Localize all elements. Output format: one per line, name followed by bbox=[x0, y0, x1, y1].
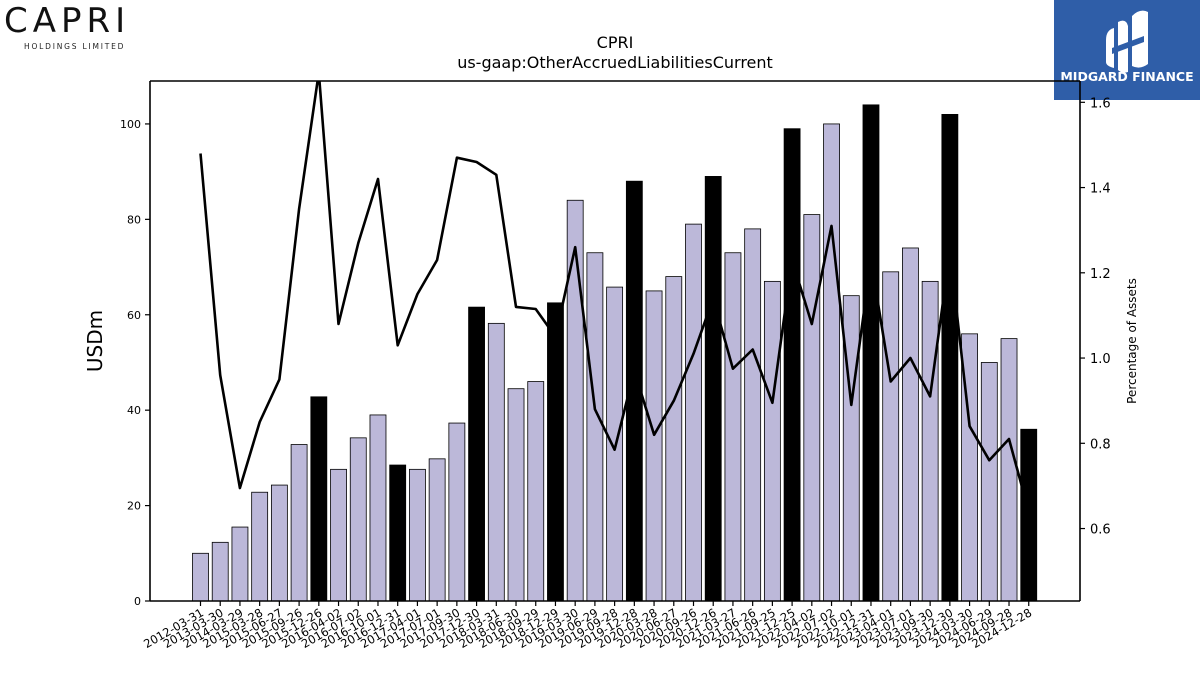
bar-2017-07-01 bbox=[428, 458, 446, 602]
bar-2019-03-30 bbox=[566, 199, 584, 602]
bar-2018-09-29 bbox=[527, 381, 545, 602]
bar-2021-09-25 bbox=[763, 280, 781, 602]
bar-2017-12-30 bbox=[468, 306, 485, 602]
bar-2022-10-01 bbox=[842, 295, 860, 602]
bar-2022-12-31 bbox=[862, 104, 880, 602]
y2-tick-label: 1.4 bbox=[1090, 182, 1111, 197]
bar-2021-06-26 bbox=[744, 228, 762, 602]
bar-2021-12-25 bbox=[783, 128, 801, 602]
bar-2016-10-01 bbox=[369, 414, 387, 602]
bar-2023-12-30 bbox=[941, 113, 959, 602]
bar-2015-03-28 bbox=[251, 491, 269, 602]
bar-2016-12-31 bbox=[389, 464, 407, 602]
bar-2012-03-31 bbox=[192, 552, 209, 602]
y2-tick-label: 1.6 bbox=[1090, 96, 1111, 111]
chart-title: CPRI bbox=[597, 33, 634, 52]
x-axis-ticks: 2012-03-312013-03-302014-03-292015-03-28… bbox=[141, 601, 1034, 651]
bar-2022-07-02 bbox=[823, 123, 840, 602]
chart-subtitle: us-gaap:OtherAccruedLiabilitiesCurrent bbox=[457, 53, 773, 72]
bar-2021-03-27 bbox=[724, 252, 742, 602]
left-axis-ticks: 0 20 40 60 80 100 bbox=[120, 118, 150, 608]
bar-2015-09-26 bbox=[290, 444, 308, 602]
bar-2020-03-28 bbox=[645, 290, 663, 602]
bar-2024-09-28 bbox=[1000, 338, 1018, 602]
bar-2023-09-30 bbox=[921, 280, 939, 602]
bar-2023-07-01 bbox=[902, 247, 919, 602]
y-tick-label: 20 bbox=[127, 500, 141, 513]
bar-series bbox=[192, 104, 1038, 602]
bar-2016-07-02 bbox=[349, 437, 367, 602]
bar-2024-12-28 bbox=[1020, 428, 1038, 602]
bar-2020-12-26 bbox=[704, 176, 722, 602]
bar-2017-04-01 bbox=[409, 468, 426, 602]
bar-2020-09-26 bbox=[685, 223, 702, 602]
bar-2013-03-30 bbox=[211, 541, 229, 602]
y2-tick-label: 1.2 bbox=[1090, 267, 1111, 282]
y2-tick-label: 0.6 bbox=[1090, 523, 1111, 538]
bar-2017-09-30 bbox=[448, 422, 466, 602]
line-series bbox=[199, 81, 1030, 512]
bar-2018-12-29 bbox=[547, 302, 564, 602]
bar-2019-06-29 bbox=[586, 252, 604, 602]
capri-logo-wordmark: CAPRI bbox=[4, 1, 131, 41]
midgard-finance-wordmark: MIDGARD FINANCE bbox=[1060, 69, 1194, 84]
capri-logo-subtitle: HOLDINGS LIMITED bbox=[24, 42, 126, 51]
bar-2014-03-29 bbox=[231, 526, 249, 602]
y-tick-label: 80 bbox=[127, 213, 141, 226]
percentage-of-assets-line bbox=[199, 81, 1030, 512]
y-tick-label: 0 bbox=[134, 595, 141, 608]
bar-2015-12-26 bbox=[310, 396, 328, 602]
bar-2019-09-28 bbox=[606, 286, 624, 602]
y-axis-label: USDm bbox=[83, 310, 107, 372]
capri-logo: CAPRI HOLDINGS LIMITED bbox=[4, 2, 154, 54]
y-tick-label: 100 bbox=[120, 118, 141, 131]
bar-2018-03-31 bbox=[487, 322, 505, 602]
y2-tick-label: 1.0 bbox=[1090, 352, 1111, 367]
midgard-finance-logo: MIDGARD FINANCE bbox=[1054, 0, 1200, 100]
right-axis-ticks: 0.6 0.8 1.0 1.2 1.4 1.6 bbox=[1080, 96, 1111, 538]
y2-axis-label: Percentage of Assets bbox=[1125, 278, 1139, 404]
bar-2024-06-29 bbox=[980, 362, 998, 602]
bar-2016-04-02 bbox=[330, 468, 347, 602]
bar-2015-06-27 bbox=[270, 484, 288, 602]
bar-2023-04-01 bbox=[882, 271, 900, 602]
y2-tick-label: 0.8 bbox=[1090, 437, 1111, 452]
y-tick-label: 60 bbox=[127, 309, 141, 322]
y-tick-label: 40 bbox=[127, 404, 141, 417]
bar-2022-04-02 bbox=[803, 214, 821, 602]
bar-2020-06-27 bbox=[665, 276, 683, 602]
bar-2018-06-30 bbox=[507, 388, 525, 602]
midgard-emblem-icon bbox=[1106, 10, 1148, 73]
